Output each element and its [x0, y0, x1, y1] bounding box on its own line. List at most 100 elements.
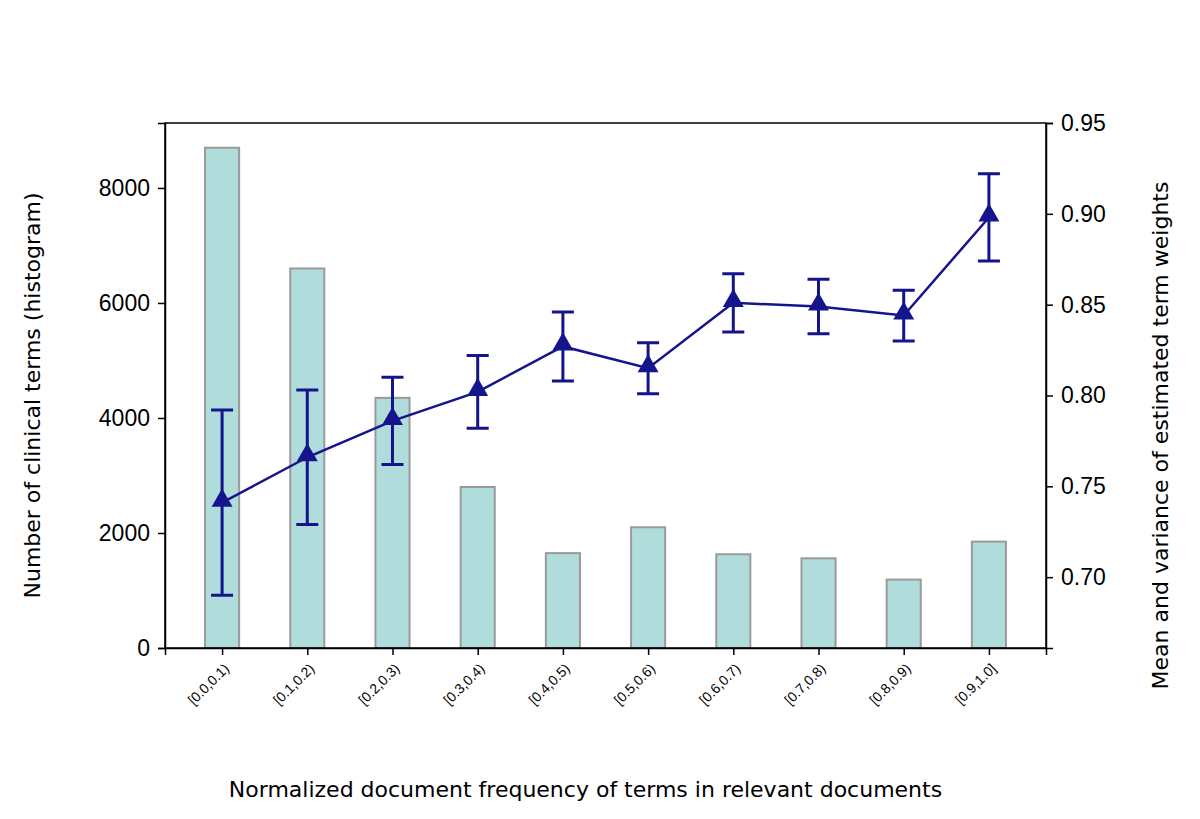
marker: [382, 407, 403, 425]
tick: 4000: [99, 405, 165, 431]
bar: [290, 268, 324, 648]
error-bar: [637, 343, 659, 394]
tick: [0.8,0.9): [866, 648, 914, 708]
marker: [212, 489, 233, 507]
tick-mark: [648, 648, 650, 655]
tick-mark: [1046, 395, 1053, 397]
x-axis: [0.0,0.1) [0.1,0.2) [0.2,0.3) [0.3,0.4) [0.4…: [166, 648, 1047, 708]
tick-mark: [563, 648, 565, 655]
tick: [0.3,0.4): [440, 648, 488, 708]
tick-label: [0.4,0.5): [525, 660, 573, 708]
tick-mark: [903, 648, 905, 655]
tick-mark: [1046, 214, 1053, 216]
x-axis-title: Normalized document frequency of terms i…: [229, 777, 942, 802]
tick-mark: [158, 533, 165, 535]
plot-frame: [165, 123, 1046, 648]
tick-mark: [307, 648, 309, 655]
marker: [723, 289, 744, 307]
tick-mark: [158, 418, 165, 420]
tick-label: [0.3,0.4): [440, 660, 488, 708]
tick: 0: [137, 635, 165, 661]
tick-label: 0.95: [1061, 110, 1106, 136]
marker: [297, 443, 318, 461]
tick-label: [0.5,0.6): [611, 660, 659, 708]
error-bar: [808, 279, 830, 333]
tick-mark: [989, 648, 991, 655]
tick: [0.1,0.2): [270, 648, 318, 708]
error-bar: [381, 377, 403, 464]
tick: [0.6,0.7): [696, 648, 744, 708]
tick: [0.2,0.3): [355, 648, 403, 708]
tick-label: 6000: [99, 290, 150, 316]
bar: [631, 527, 665, 648]
tick-label: [0.7,0.8): [781, 660, 829, 708]
y-axis-title: Number of clinical terms (histogram): [20, 192, 45, 598]
marker: [552, 332, 573, 350]
error-bar: [211, 410, 233, 595]
tick-mark: [1046, 304, 1053, 306]
tick-mark: [158, 188, 165, 190]
tick-label: 0.70: [1061, 564, 1106, 590]
error-bar: [722, 274, 744, 332]
tick: 0.70: [1046, 564, 1106, 590]
plot-area: [205, 148, 1006, 648]
tick-label: [0.9,1.0]: [952, 660, 999, 707]
axis-line: [166, 649, 1047, 656]
tick-mark: [1046, 123, 1053, 125]
tick-label: 0.80: [1061, 382, 1106, 408]
line: [222, 217, 989, 502]
tick-label: [0.1,0.2): [270, 660, 318, 708]
tick-mark: [1046, 577, 1053, 579]
marker: [808, 292, 829, 310]
tick: 0.75: [1046, 473, 1106, 499]
tick-label: 0: [137, 635, 150, 661]
marker: [467, 378, 488, 396]
tick: 2000: [99, 520, 165, 546]
tick: 6000: [99, 290, 165, 316]
tick: [0.5,0.6): [611, 648, 659, 708]
tick: 0.80: [1046, 382, 1106, 408]
tick: 8000: [99, 175, 165, 201]
tick-mark: [158, 303, 165, 305]
tick: 0.85: [1046, 292, 1106, 318]
tick-label: [0.8,0.9): [866, 660, 914, 708]
axis-line: [1047, 124, 1054, 649]
tick-label: [0.6,0.7): [696, 660, 744, 708]
tick-label: 4000: [99, 405, 150, 431]
tick: [0.7,0.8): [781, 648, 829, 708]
bar: [716, 554, 750, 648]
y2-axis-title: Mean and variance of estimated term weig…: [1148, 182, 1173, 690]
bar: [205, 148, 239, 648]
tick-mark: [477, 648, 479, 655]
tick-label: 8000: [99, 175, 150, 201]
tick: 0.95: [1046, 110, 1106, 136]
bar: [461, 487, 495, 648]
bar: [887, 580, 921, 648]
marker: [638, 354, 659, 372]
tick-label: 0.75: [1061, 473, 1106, 499]
tick: [0.4,0.5): [525, 648, 573, 708]
tick-mark: [733, 648, 735, 655]
error-bar: [978, 174, 1000, 261]
marker: [893, 301, 914, 319]
tick-label: 0.90: [1061, 201, 1106, 227]
tick-label: 0.85: [1061, 292, 1106, 318]
error-bar: [552, 312, 574, 381]
error-bar: [893, 290, 915, 341]
chart: [0.0,0.1) [0.1,0.2) [0.2,0.3) [0.3,0.4) [0.4…: [0, 0, 1200, 819]
tick-mark: [818, 648, 820, 655]
bar: [972, 542, 1006, 648]
tick-mark: [392, 648, 394, 655]
y2-axis: 0.70 0.75 0.80 0.85 0.90 0.95: [1046, 110, 1106, 649]
tick: [0.9,1.0]: [952, 648, 999, 707]
error-bar: [467, 356, 489, 429]
tick-label: [0.2,0.3): [355, 660, 403, 708]
tick-mark: [158, 648, 165, 650]
error-bar: [296, 390, 318, 524]
tick-label: 2000: [99, 520, 150, 546]
bar: [801, 558, 835, 648]
y-axis: 0 2000 4000 6000 8000: [99, 124, 166, 661]
tick-label: [0.0,0.1): [185, 660, 233, 708]
tick-mark: [222, 648, 224, 655]
tick-mark: [1046, 486, 1053, 488]
